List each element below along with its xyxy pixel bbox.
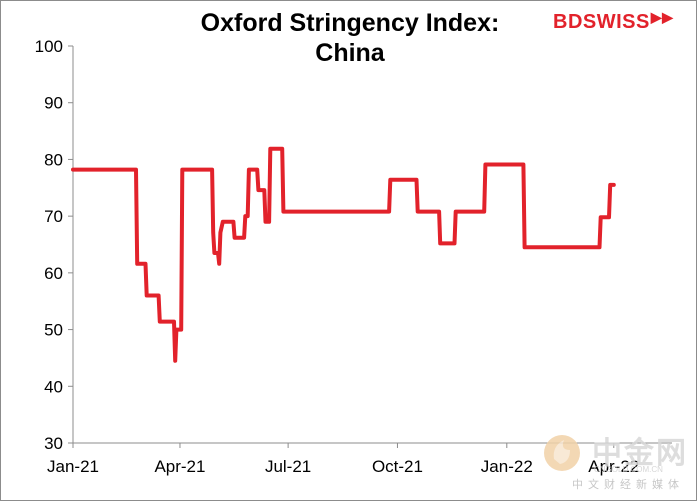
logo-text: BDSWISS <box>553 11 650 33</box>
chart-title: Oxford Stringency Index: China <box>130 8 570 68</box>
x-tick-label: Jan-21 <box>47 457 99 476</box>
series-layer <box>71 146 616 363</box>
x-tick-label: Jan-22 <box>481 457 533 476</box>
bdswiss-logo: BDSWISS▶▶ <box>553 9 673 35</box>
chart-axes <box>72 46 672 444</box>
y-tick-label: 50 <box>44 321 63 340</box>
y-tick-label: 70 <box>44 207 63 226</box>
series-line <box>71 146 616 363</box>
x-tick-label: Oct-21 <box>372 457 423 476</box>
y-tick-label: 80 <box>44 150 63 169</box>
cngold-watermark: 中金网 CNGOLD.COM.CN 中文财经新媒体 <box>540 428 695 498</box>
watermark-url-text: CNGOLD.COM.CN <box>594 465 663 474</box>
watermark-sub-text: 中文财经新媒体 <box>572 478 684 491</box>
logo-arrow-icon: ▶▶ <box>650 9 674 25</box>
x-tick-label: Apr-21 <box>154 457 205 476</box>
x-tick-label: Apr-22 <box>588 457 639 476</box>
chart-title-line-1: Oxford Stringency Index: <box>200 9 500 37</box>
y-tick-label: 30 <box>44 434 63 453</box>
x-tick-label: Jul-21 <box>265 457 311 476</box>
y-axis-ticks: 30 40 50 60 70 80 90 100 <box>35 37 73 453</box>
y-tick-label: 40 <box>44 377 63 396</box>
watermark-main-text: 中金网 <box>592 436 688 471</box>
y-tick-label: 100 <box>35 37 63 56</box>
flame-logo-icon <box>544 435 580 471</box>
x-axis-ticks: Jan-21 Apr-21 Jul-21 Oct-21 Jan-22 Apr-22 <box>47 443 639 476</box>
chart-title-line-2: China <box>315 39 385 67</box>
y-tick-label: 90 <box>44 94 63 113</box>
y-tick-label: 60 <box>44 264 63 283</box>
